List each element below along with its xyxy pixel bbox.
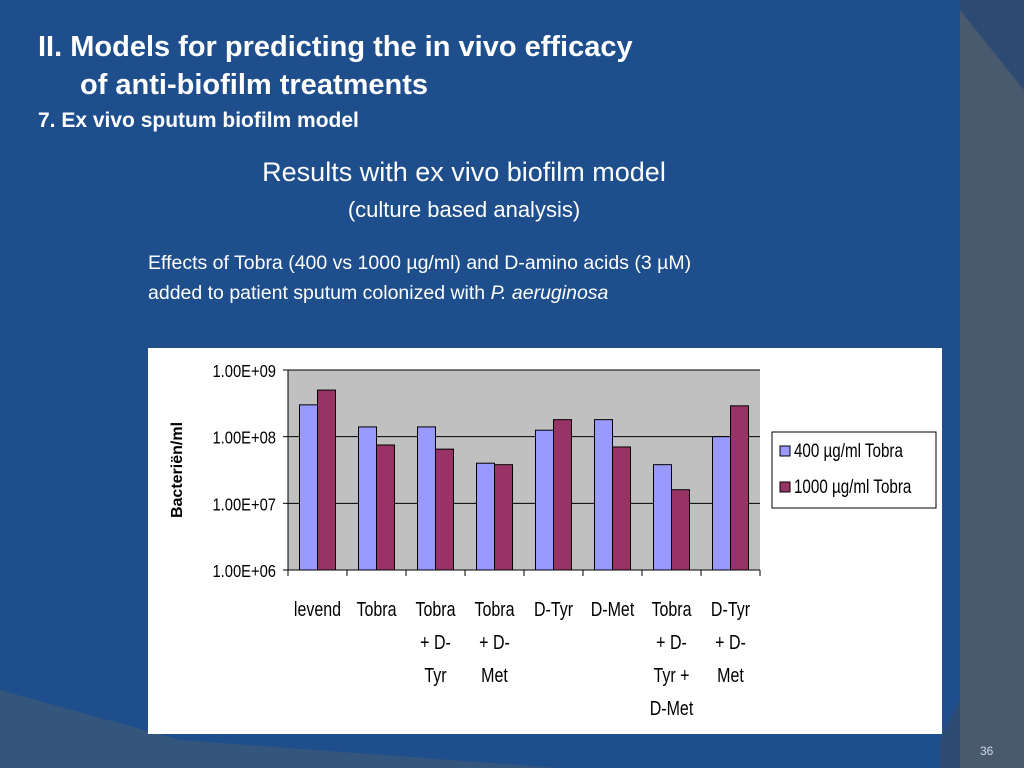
- bar-400-5: [594, 419, 613, 571]
- x-category-label: + D-: [715, 631, 746, 653]
- legend-swatch: [779, 445, 791, 457]
- bar-400-4: [535, 429, 554, 571]
- bar-400-3: [476, 462, 495, 571]
- page-number: 36: [980, 744, 994, 758]
- bar-1000-0: [317, 389, 336, 571]
- legend-swatch: [779, 481, 791, 493]
- bar-400-2: [417, 426, 436, 571]
- bar-1000-7: [730, 405, 749, 571]
- slide-subtitle: 7. Ex vivo sputum biofilm model: [38, 109, 359, 132]
- effects-line1: Effects of Tobra (400 vs 1000 µg/ml) and…: [148, 252, 692, 274]
- legend-box: [771, 431, 937, 509]
- y-tick-label: 1.00E+08: [212, 428, 276, 448]
- chart-container: 1.00E+06 1.00E+07 1.00E+08 1.00E+09 Bacterië…: [148, 348, 942, 734]
- bar-1000-6: [671, 489, 690, 571]
- effects-line2: added to patient sputum colonized with: [148, 282, 491, 304]
- bottom-decoration: [0, 690, 560, 768]
- y-tick-label: 1.00E+09: [212, 362, 276, 382]
- x-category-label: Met: [717, 664, 744, 686]
- bar-chart: 1.00E+06 1.00E+07 1.00E+08 1.00E+09 Bacterië…: [169, 362, 937, 719]
- x-category-label: + D-: [656, 631, 687, 653]
- x-category-label: D-Met: [650, 697, 694, 719]
- x-category-label: Tobra: [651, 598, 692, 620]
- results-subtitle: (culture based analysis): [347, 197, 581, 222]
- effects-description: Effects of Tobra (400 vs 1000 µg/ml) and…: [148, 248, 908, 308]
- bar-1000-1: [376, 444, 395, 571]
- y-tick-label: 1.00E+06: [212, 562, 276, 582]
- x-category-label: levend: [294, 598, 341, 620]
- x-category-label: D-Met: [591, 598, 635, 620]
- bar-400-7: [712, 436, 731, 571]
- bar-1000-5: [612, 446, 631, 571]
- results-title: Results with ex vivo biofilm model: [262, 157, 666, 187]
- x-category-label: Tobra: [415, 598, 456, 620]
- x-category-label: D-Tyr: [534, 598, 573, 620]
- legend-label: 400 µg/ml Tobra: [794, 439, 903, 461]
- x-category-label: Tobra: [356, 598, 397, 620]
- right-gray-panel: [960, 10, 1024, 768]
- x-category-label: Tyr +: [653, 664, 689, 686]
- x-category-label: Tyr: [424, 664, 446, 686]
- y-axis-label: Bacteriën/ml: [169, 422, 186, 518]
- bar-400-6: [653, 464, 672, 571]
- bar-1000-3: [494, 464, 513, 571]
- x-category-label: Tobra: [474, 598, 515, 620]
- bar-1000-4: [553, 419, 572, 571]
- slide-title-line2: of anti-biofilm treatments: [80, 69, 429, 101]
- x-category-label: Met: [481, 664, 508, 686]
- slide-title-line1: II. Models for predicting the in vivo ef…: [38, 31, 633, 63]
- species-name: P. aeruginosa: [490, 282, 609, 304]
- y-tick-label: 1.00E+07: [212, 495, 276, 515]
- x-category-label: + D-: [420, 631, 451, 653]
- x-category-label: D-Tyr: [711, 598, 750, 620]
- bar-400-1: [358, 426, 377, 571]
- bar-1000-2: [435, 448, 454, 571]
- bar-400-0: [299, 404, 318, 571]
- legend-label: 1000 µg/ml Tobra: [794, 475, 912, 497]
- x-category-label: + D-: [479, 631, 510, 653]
